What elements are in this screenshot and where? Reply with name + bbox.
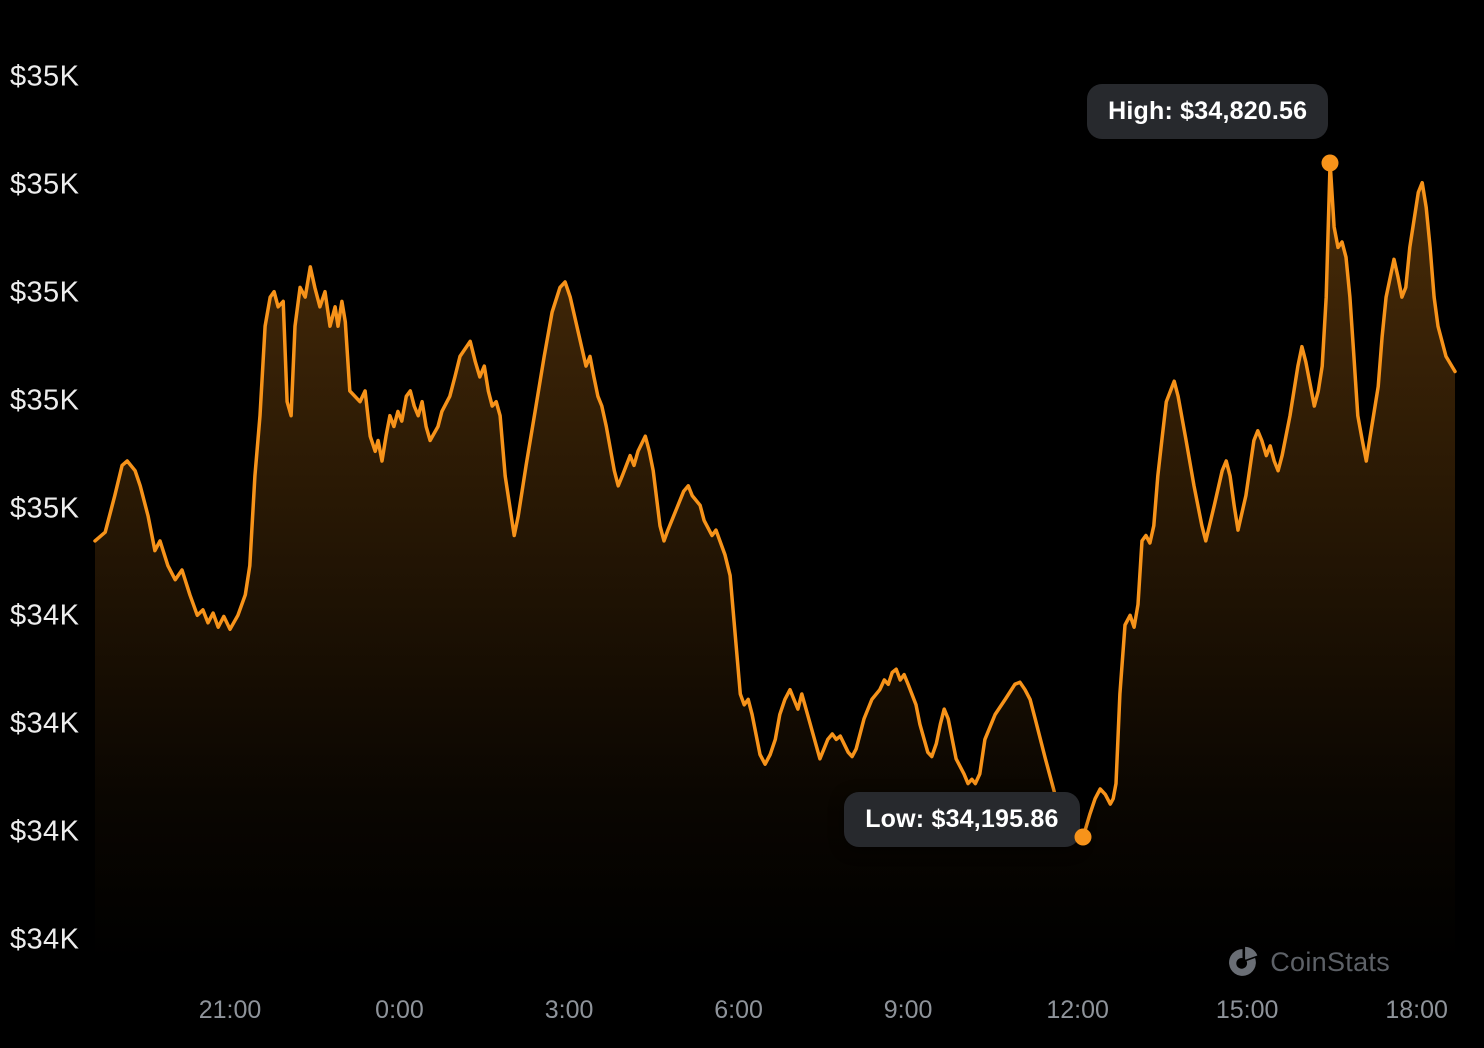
x-axis-label: 6:00 [714, 996, 763, 1024]
y-axis-label: $34K [10, 923, 80, 956]
y-axis-label: $35K [10, 384, 80, 417]
coinstats-logo-icon [1229, 946, 1258, 976]
y-axis-label: $35K [10, 276, 80, 309]
x-axis-label: 21:00 [198, 996, 262, 1024]
x-axis-label: 18:00 [1385, 996, 1448, 1024]
high-marker-dot [1321, 154, 1339, 172]
watermark: CoinStats [1226, 946, 1390, 979]
x-axis-label: 9:00 [883, 996, 933, 1024]
low-marker-dot [1074, 828, 1092, 846]
x-axis-label: 3:00 [544, 996, 594, 1024]
price-area [95, 162, 1455, 962]
y-axis-label: $35K [10, 492, 80, 524]
y-axis-label: $35K [10, 60, 80, 93]
y-axis-label: $34K [10, 599, 80, 632]
y-axis-label: $34K [10, 815, 80, 848]
x-axis-label: 15:00 [1215, 996, 1279, 1024]
y-axis-label: $34K [10, 707, 80, 740]
low-tooltip: Low: $34,195.86 [844, 791, 1080, 847]
high-tooltip: High: $34,820.56 [1087, 83, 1329, 139]
x-axis-label: 12:00 [1046, 996, 1109, 1024]
y-axis-label: $35K [10, 168, 80, 201]
price-line [93, 160, 1457, 839]
x-axis-label: 0:00 [375, 996, 424, 1024]
watermark-text: CoinStats [1270, 947, 1390, 977]
